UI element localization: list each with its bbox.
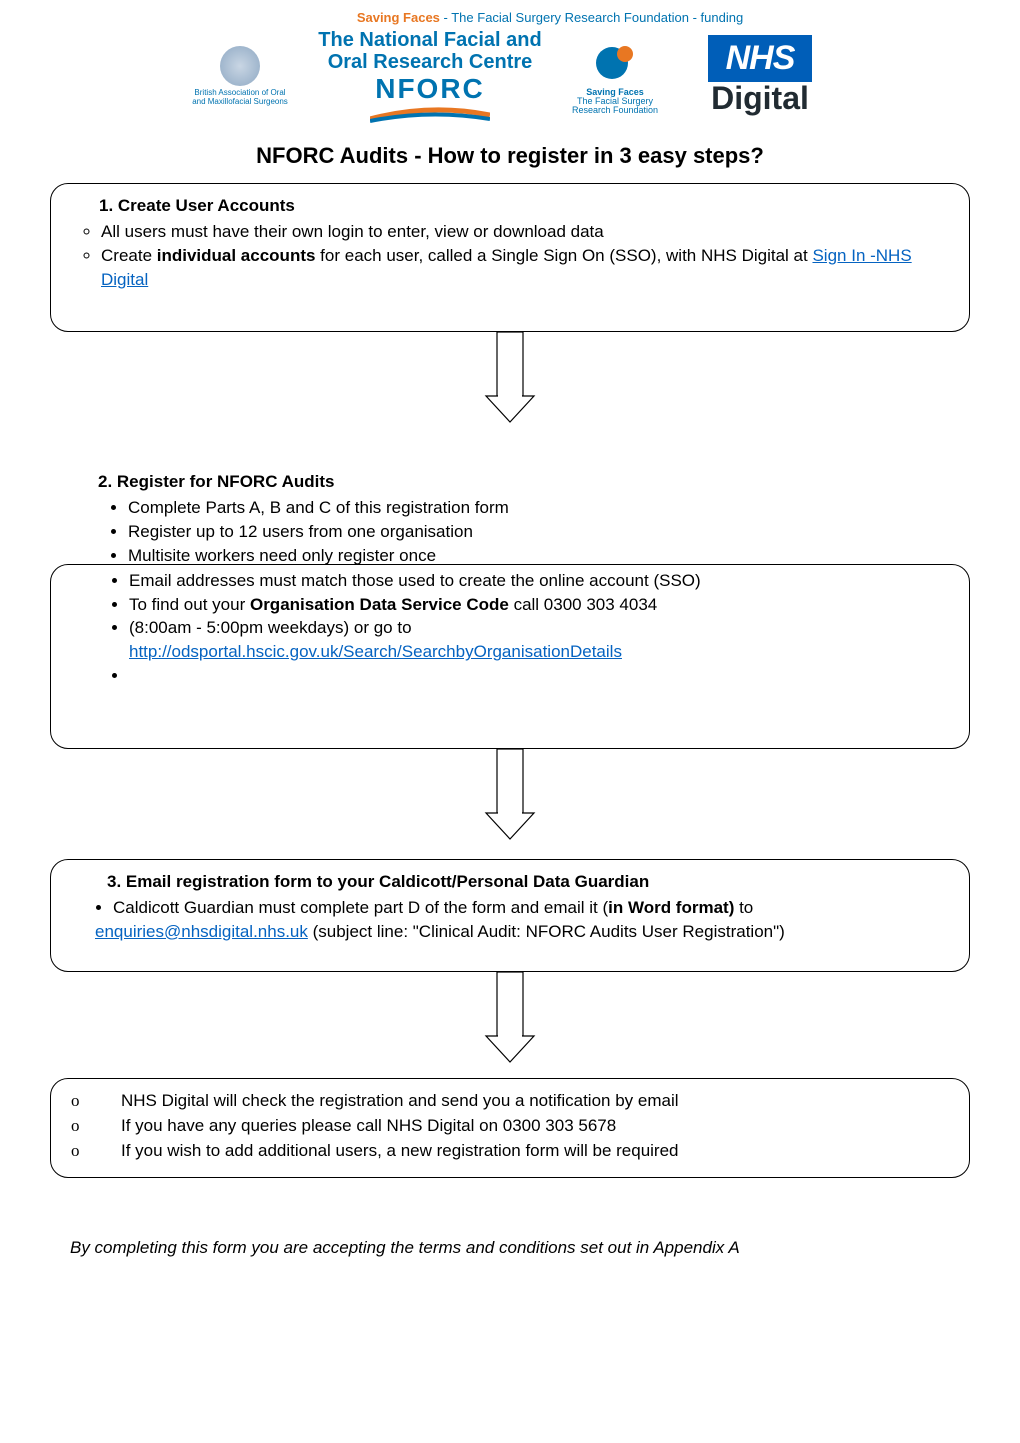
o-marker: o: [71, 1114, 121, 1139]
italic-text: c: [152, 898, 161, 917]
final-box: oNHS Digital will check the registration…: [50, 1078, 970, 1178]
ods-link[interactable]: http://odsportal.hscic.gov.uk/Search/Sea…: [129, 642, 622, 661]
list-item: (8:00am - 5:00pm weekdays) or go to http…: [129, 616, 949, 664]
step3-list: Caldicott Guardian must complete part D …: [85, 896, 949, 944]
text: If you have any queries please call NHS …: [121, 1114, 616, 1139]
list-item: Email addresses must match those used to…: [129, 569, 949, 593]
tagline-orange: Saving Faces: [357, 10, 440, 25]
crest-icon: [220, 46, 260, 86]
nforc-line1: The National Facial and: [318, 29, 541, 51]
header-tagline: Saving Faces - The Facial Surgery Resear…: [140, 10, 960, 25]
list-item: Caldicott Guardian must complete part D …: [113, 896, 949, 944]
baoms-text2: and Maxillofacial Surgeons: [192, 97, 288, 106]
spacer: [60, 424, 960, 472]
arrow1: [60, 332, 960, 424]
list-item: oIf you wish to add additional users, a …: [71, 1139, 953, 1164]
footer-note: By completing this form you are acceptin…: [70, 1238, 960, 1258]
text: (subject line: "Clinical Audit: NFORC Au…: [308, 922, 785, 941]
tagline-blue: - The Facial Surgery Research Foundation…: [440, 10, 743, 25]
step1-heading: 1. Create User Accounts: [99, 196, 949, 216]
arrow3: [60, 972, 960, 1064]
email-link[interactable]: enquiries@nhsdigital.nhs.uk: [95, 922, 308, 941]
step3-heading: 3. Email registration form to your Caldi…: [107, 872, 949, 892]
list-item-empty: [129, 664, 949, 688]
list-item: To find out your Organisation Data Servi…: [129, 593, 949, 617]
step2-heading: 2. Register for NFORC Audits: [98, 472, 950, 492]
list-item: oNHS Digital will check the registration…: [71, 1089, 953, 1114]
down-arrow-icon: [480, 749, 540, 841]
down-arrow-icon: [480, 972, 540, 1064]
nhs-digital-logo: NHS Digital: [685, 35, 835, 117]
text: (8:00am - 5:00pm weekdays) or go to: [129, 618, 412, 637]
step2-list-top: Complete Parts A, B and C of this regist…: [100, 496, 950, 567]
o-marker: o: [71, 1089, 121, 1114]
text: If you wish to add additional users, a n…: [121, 1139, 679, 1164]
text: ott Guardian must complete part D of the…: [160, 898, 608, 917]
nforc-logo: The National Facial and Oral Research Ce…: [315, 29, 545, 123]
text: To find out your: [129, 595, 250, 614]
face-icon: [590, 38, 640, 88]
text: NHS Digital will check the registration …: [121, 1089, 679, 1114]
text: call 0300 303 4034: [509, 595, 657, 614]
swoosh-icon: [370, 107, 490, 123]
header-logos: British Association of Oral and Maxillof…: [60, 29, 960, 123]
list-item: Create individual accounts for each user…: [101, 244, 949, 292]
nhs-box: NHS: [708, 35, 813, 82]
baoms-text1: British Association of Oral: [194, 88, 285, 97]
nforc-line2: Oral Research Centre: [328, 51, 533, 73]
document-page: Saving Faces - The Facial Surgery Resear…: [0, 0, 1020, 1298]
list-item: Register up to 12 users from one organis…: [128, 520, 950, 544]
step1-list: All users must have their own login to e…: [71, 220, 949, 291]
arrow2: [60, 749, 960, 841]
bold-text: individual accounts: [157, 246, 316, 265]
nforc-big: NFORC: [375, 73, 485, 105]
step2-list-bottom: Email addresses must match those used to…: [101, 569, 949, 688]
step1-item1: All users must have their own login to e…: [101, 222, 604, 241]
baoms-logo: British Association of Oral and Maxillof…: [185, 46, 295, 106]
sf-mini2: The Facial Surgery Research Foundation: [565, 97, 665, 115]
step2-top: 2. Register for NFORC Audits Complete Pa…: [60, 472, 960, 567]
final-list: oNHS Digital will check the registration…: [67, 1089, 953, 1163]
o-marker: o: [71, 1139, 121, 1164]
saving-faces-logo: Saving Faces The Facial Surgery Research…: [565, 38, 665, 115]
bold-text: in Word format): [608, 898, 734, 917]
list-item: oIf you have any queries please call NHS…: [71, 1114, 953, 1139]
step3-box: 3. Email registration form to your Caldi…: [50, 859, 970, 973]
text: Caldi: [113, 898, 152, 917]
list-item: Complete Parts A, B and C of this regist…: [128, 496, 950, 520]
step2-box: Email addresses must match those used to…: [50, 564, 970, 749]
text: to: [734, 898, 753, 917]
down-arrow-icon: [480, 332, 540, 424]
step1-box: 1. Create User Accounts All users must h…: [50, 183, 970, 332]
page-title: NFORC Audits - How to register in 3 easy…: [60, 143, 960, 169]
list-item: All users must have their own login to e…: [101, 220, 949, 244]
bold-text: Organisation Data Service Code: [250, 595, 509, 614]
nhs-digital-text: Digital: [711, 80, 809, 117]
